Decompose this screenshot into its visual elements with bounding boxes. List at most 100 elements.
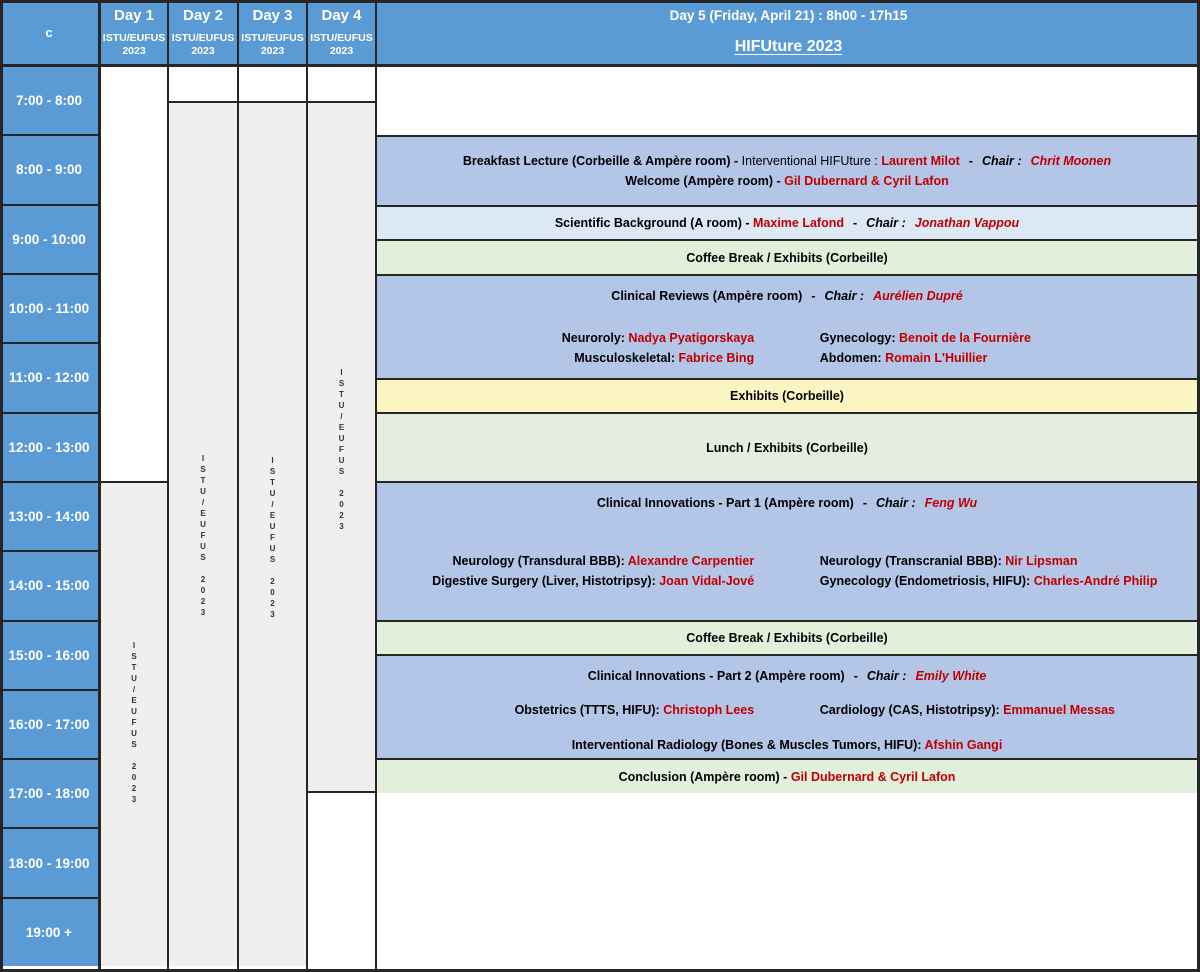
time-slot: 11:00 - 12:00 — [0, 344, 98, 414]
separator-dash: - — [853, 216, 858, 230]
time-slot: 10:00 - 11:00 — [0, 274, 98, 345]
speaker-name: Gil Dubernard & Cyril Lafon — [784, 174, 949, 188]
speaker-name: Alexandre Carpentier — [627, 554, 755, 568]
specialty-row: Gynecology: Benoit de la Fournière — [820, 328, 1197, 348]
corner-header-cell: c — [0, 0, 98, 64]
band-lunch: Lunch / Exhibits (Corbeille) — [377, 412, 1197, 481]
day1-label: Day 1 — [113, 7, 155, 24]
day4-header-cell: Day 4 ISTU/EUFUS 2023 — [308, 0, 375, 64]
separator-dash: - — [853, 669, 858, 683]
specialty-label: Cardiology (CAS, Histotripsy): — [819, 703, 1004, 717]
specialty-row: Obstetrics (TTTS, HIFU): Christoph Lees — [377, 700, 755, 720]
chair-label: Chair : — [824, 289, 865, 303]
time-slot: 18:00 - 19:00 — [0, 829, 98, 899]
day1-sub2: 2023 — [122, 45, 146, 57]
specialty-label: Digestive Surgery (Liver, Histotripsy): — [432, 574, 660, 588]
specialty-row: Neurology (Transcranial BBB): Nir Lipsma… — [820, 551, 1197, 571]
specialty-row: Cardiology (CAS, Histotripsy): Emmanuel … — [820, 700, 1197, 720]
innovations2-right-column: Cardiology (CAS, Histotripsy): Emmanuel … — [820, 700, 1197, 720]
specialty-row: Abdomen: Romain L'Huillier — [820, 348, 1197, 368]
band-label: Lunch / Exhibits (Corbeille) — [706, 440, 868, 455]
session-title: Scientific Background (A room) - — [554, 216, 753, 230]
chair-label: Chair : — [866, 216, 906, 230]
speaker-name: Charles-André Philip — [1033, 574, 1158, 588]
time-slot: 8:00 - 9:00 — [0, 136, 98, 206]
day3-header-cell: Day 3 ISTU/EUFUS 2023 — [239, 0, 306, 64]
specialty-row: Digestive Surgery (Liver, Histotripsy): … — [377, 571, 754, 591]
speaker-name: Emmanuel Messas — [1003, 703, 1115, 717]
day3-label: Day 3 — [252, 7, 293, 24]
column-divider — [167, 0, 169, 972]
specialty-label: Neurology (Transdural BBB): — [452, 554, 628, 568]
reviews-left-column: Neuroroly: Nadya Pyatigorskaya Musculosk… — [377, 328, 754, 368]
specialty-label: Obstetrics (TTTS, HIFU): — [514, 703, 664, 717]
day1-header-cell: Day 1 ISTU/EUFUS 2023 — [101, 0, 167, 64]
session-breakfast-lecture: Breakfast Lecture (Corbeille & Ampère ro… — [377, 135, 1197, 205]
innovations1-specialties: Neurology (Transdural BBB): Alexandre Ca… — [377, 551, 1197, 591]
innovations2-specialties: Obstetrics (TTTS, HIFU): Christoph Lees … — [377, 700, 1197, 720]
specialty-row: Neuroroly: Nadya Pyatigorskaya — [377, 328, 754, 348]
chair-name: Aurélien Dupré — [873, 289, 963, 303]
specialty-label: Interventional Radiology (Bones & Muscle… — [571, 738, 925, 752]
innovations2-title-line: Clinical Innovations - Part 2 (Ampère ro… — [377, 666, 1197, 686]
chair-name: Feng Wu — [924, 496, 978, 510]
speaker-name: Laurent Milot — [881, 154, 960, 168]
day4-sub2: 2023 — [329, 45, 354, 57]
innovations1-left-column: Neurology (Transdural BBB): Alexandre Ca… — [377, 551, 754, 591]
band-label: Conclusion (Ampère room) - — [618, 769, 791, 784]
speaker-name: Maxime Lafond — [753, 216, 844, 230]
day2-sub2: 2023 — [191, 45, 215, 57]
specialty-row: Gynecology (Endometriosis, HIFU): Charle… — [820, 571, 1197, 591]
band-conclusion: Conclusion (Ampère room) - Gil Dubernard… — [377, 758, 1197, 793]
time-slot: 17:00 - 18:00 — [0, 760, 98, 830]
separator-dash: - — [968, 154, 973, 168]
specialty-label: Neurology (Transcranial BBB): — [819, 554, 1006, 568]
specialty-label: Abdomen: — [819, 351, 886, 365]
speaker-name: Christoph Lees — [663, 703, 755, 717]
day1-occupied-block — [101, 481, 167, 966]
band-coffee-break-2: Coffee Break / Exhibits (Corbeille) — [377, 620, 1197, 654]
day3-sub2: 2023 — [260, 45, 285, 57]
conclusion-line: Conclusion (Ampère room) - Gil Dubernard… — [619, 767, 956, 787]
time-column: 7:00 - 8:00 8:00 - 9:00 9:00 - 10:00 10:… — [0, 67, 98, 967]
day5-header-cell: Day 5 (Friday, April 21) : 8h00 - 17h15 … — [377, 0, 1200, 64]
session-clinical-innovations-2: Clinical Innovations - Part 2 (Ampère ro… — [377, 654, 1197, 758]
day4-watermark: I S T U / E U F U S 2 0 2 3 — [338, 368, 345, 531]
speaker-name: Nir Lipsman — [1005, 554, 1078, 568]
innovations2-line3: Interventional Radiology (Bones & Muscle… — [377, 735, 1197, 755]
header-divider — [0, 64, 1200, 67]
specialty-row: Musculoskeletal: Fabrice Bing — [377, 348, 754, 368]
band-label: Coffee Break / Exhibits (Corbeille) — [686, 631, 888, 645]
time-slot: 13:00 - 14:00 — [0, 482, 98, 553]
reviews-right-column: Gynecology: Benoit de la Fournière Abdom… — [820, 328, 1197, 368]
day2-watermark: I S T U / E U F U S 2 0 2 3 — [200, 454, 206, 617]
day2-sub1: ISTU/EUFUS — [171, 32, 235, 44]
specialty-row: Neurology (Transdural BBB): Alexandre Ca… — [377, 551, 755, 571]
session-scientific-background: Scientific Background (A room) - Maxime … — [377, 205, 1197, 239]
specialty-label: Neuroroly: — [561, 331, 629, 345]
time-slot: 14:00 - 15:00 — [0, 552, 98, 622]
time-slot: 15:00 - 16:00 — [0, 621, 98, 691]
innovations1-title-line: Clinical Innovations - Part 1 (Ampère ro… — [377, 493, 1197, 513]
separator-dash: - — [862, 496, 868, 510]
day3-sub1: ISTU/EUFUS — [241, 32, 304, 44]
column-divider — [237, 0, 239, 972]
session-clinical-innovations-1: Clinical Innovations - Part 1 (Ampère ro… — [377, 481, 1197, 620]
day4-occupied-block — [308, 101, 375, 793]
session-title: Welcome (Ampère room) - — [625, 174, 785, 188]
session-clinical-reviews: Clinical Reviews (Ampère room) - Chair : Au… — [377, 274, 1197, 378]
innovations2-left-column: Obstetrics (TTTS, HIFU): Christoph Lees — [377, 700, 755, 720]
band-exhibits: Exhibits (Corbeille) — [377, 378, 1197, 412]
session-title: Clinical Reviews (Ampère room) — [611, 289, 803, 303]
scientific-line: Scientific Background (A room) - Maxime … — [555, 213, 1019, 233]
band-coffee-break-1: Coffee Break / Exhibits (Corbeille) — [377, 239, 1197, 274]
breakfast-line1: Breakfast Lecture (Corbeille & Ampère ro… — [377, 151, 1197, 171]
speaker-name: Joan Vidal-Jové — [659, 574, 755, 588]
reviews-specialties: Neuroroly: Nadya Pyatigorskaya Musculosk… — [377, 328, 1197, 368]
specialty-label: Gynecology: — [819, 331, 899, 345]
day1-watermark: I S T U / E U F U S 2 0 2 3 — [131, 641, 137, 804]
speaker-name: Afshin Gangi — [924, 738, 1003, 752]
session-title: Clinical Innovations - Part 2 (Ampère ro… — [587, 669, 845, 683]
day5-subtitle: HIFUture 2023 — [734, 38, 843, 55]
